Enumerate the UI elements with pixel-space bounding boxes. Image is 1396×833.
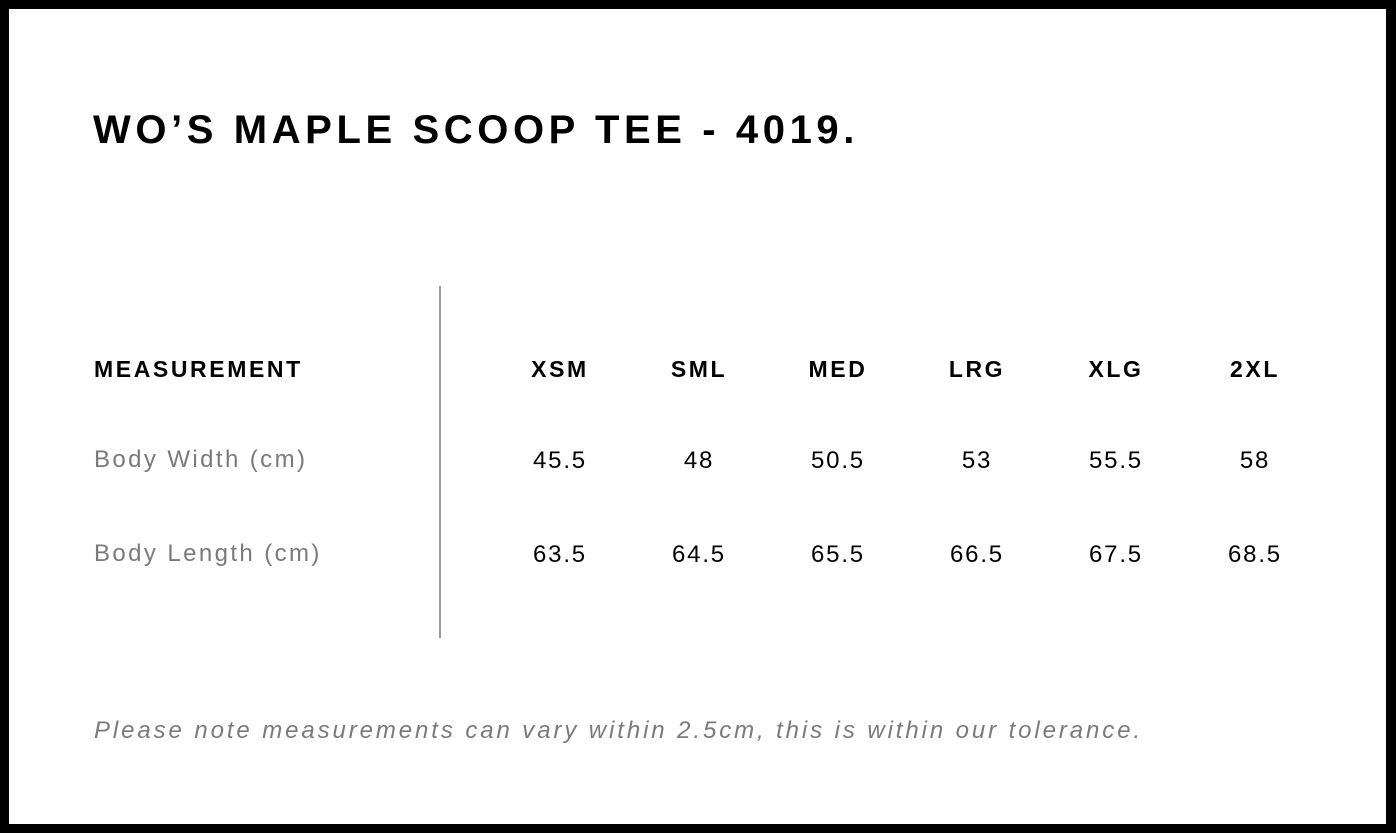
row-label: Body Width (cm): [94, 446, 308, 473]
table-cell: 53: [961, 447, 993, 474]
size-header: MED: [808, 356, 868, 382]
tolerance-note: Please note measurements can vary within…: [94, 717, 1144, 744]
page-title: WO’S MAPLE SCOOP TEE - 4019.: [93, 108, 859, 152]
table-cell: 55.5: [1089, 447, 1143, 474]
table-cell: 67.5: [1089, 541, 1143, 568]
row-label: Body Length (cm): [94, 540, 322, 567]
size-header: 2XL: [1230, 356, 1280, 382]
size-header: SML: [670, 356, 728, 382]
table-cell: 50.5: [811, 447, 865, 474]
table-cell: 65.5: [811, 541, 865, 568]
table-cell: 58: [1239, 447, 1271, 474]
table-cell: 45.5: [533, 447, 587, 474]
size-header: LRG: [948, 356, 1006, 382]
table-cell: 63.5: [533, 541, 587, 568]
table-cell: 48: [683, 447, 715, 474]
measurement-header: MEASUREMENT: [94, 356, 303, 382]
column-divider: [439, 286, 441, 638]
table-cell: 64.5: [672, 541, 726, 568]
size-header: XLG: [1088, 356, 1144, 382]
table-cell: 68.5: [1228, 541, 1282, 568]
size-header: XSM: [531, 356, 589, 382]
table-cell: 66.5: [950, 541, 1004, 568]
